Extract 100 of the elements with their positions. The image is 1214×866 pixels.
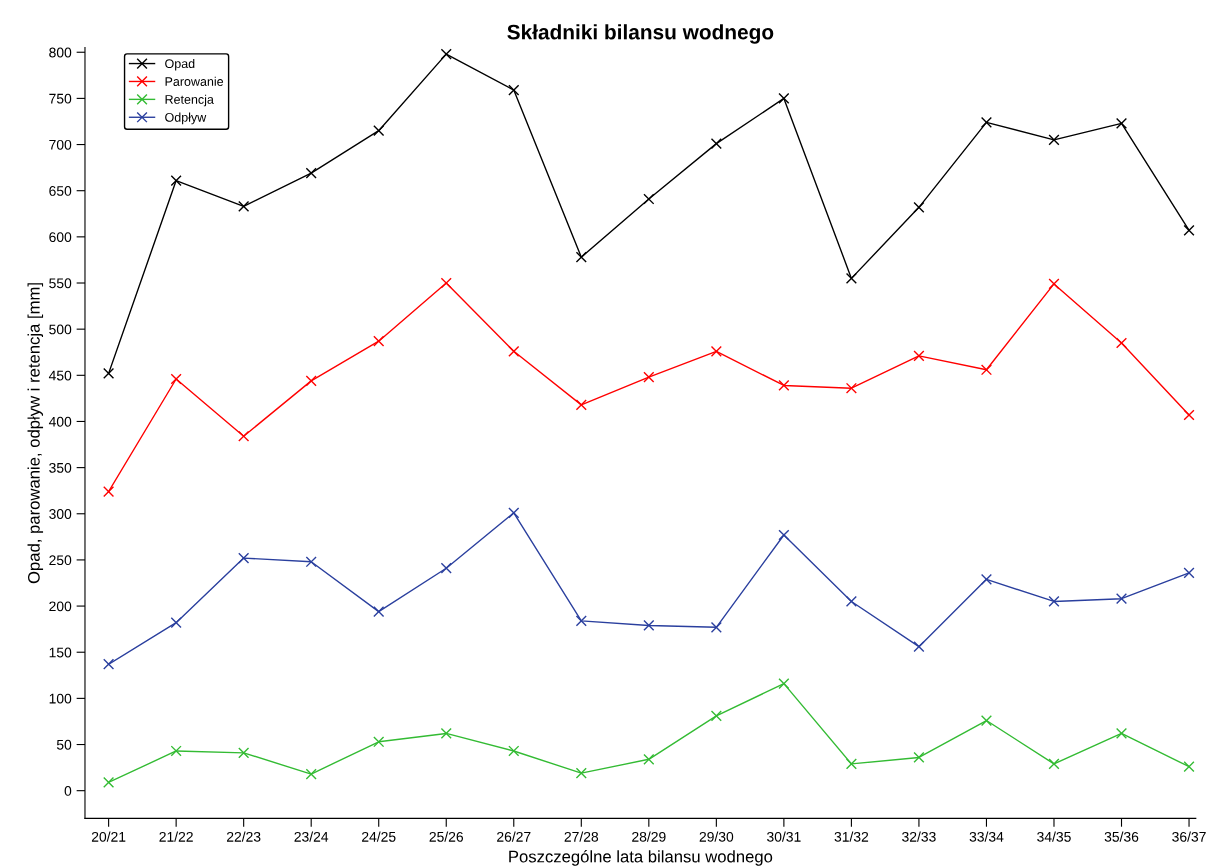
x-tick-label: 32/33 (902, 831, 936, 842)
point (1115, 337, 1128, 349)
x-axis-title: Poszczególne lata bilansu wodnego (509, 850, 773, 866)
point (913, 641, 925, 653)
point (373, 736, 385, 748)
point (103, 658, 115, 670)
x-tick-label: 36/37 (1172, 831, 1206, 842)
y-tick-label: 50 (56, 739, 72, 750)
x-tick-label: 26/27 (497, 831, 531, 842)
y-tick-label: 350 (49, 462, 72, 473)
x-tick-label: 25/26 (429, 831, 464, 842)
x-tick-label: 31/32 (834, 831, 869, 842)
point (1183, 761, 1195, 773)
point (643, 753, 655, 765)
point (575, 399, 587, 411)
point (913, 201, 925, 213)
y-axis-title: Opad, parowanie, odpływ i retencja [mm] (27, 283, 44, 584)
point (103, 776, 115, 788)
point (980, 364, 993, 376)
point (373, 606, 385, 618)
x-tick-label: 22/23 (226, 831, 261, 842)
point (1115, 727, 1128, 740)
y-tick-label: 250 (49, 555, 72, 566)
legend-label: Odpływ (165, 112, 207, 125)
point (440, 727, 452, 740)
point (103, 367, 115, 380)
point (845, 758, 857, 770)
y-tick-label: 200 (49, 601, 72, 612)
point (238, 430, 250, 442)
y-tick-label: 550 (49, 278, 72, 289)
point (305, 375, 317, 387)
point (508, 745, 520, 757)
x-tick-label: 20/21 (91, 831, 126, 842)
point (440, 277, 452, 289)
x-tick-label: 35/36 (1104, 831, 1139, 842)
y-tick-label: 750 (49, 93, 72, 104)
point (170, 174, 182, 187)
chart-title: Składniki bilansu wodnego (507, 24, 774, 44)
y-tick-label: 400 (48, 416, 72, 427)
y-tick-label: 150 (49, 647, 72, 658)
point (508, 345, 520, 357)
point (170, 745, 182, 757)
point (913, 751, 925, 764)
point (1183, 224, 1195, 236)
point (778, 529, 790, 541)
point (305, 768, 317, 780)
x-tick-label: 28/29 (632, 831, 666, 842)
y-tick-label: 0 (64, 786, 72, 796)
legend-label: Parowanie (165, 76, 224, 86)
y-tick-label: 450 (48, 370, 72, 381)
point (373, 125, 385, 137)
point (845, 595, 857, 608)
point (508, 507, 520, 519)
point (980, 573, 993, 585)
y-tick-label: 500 (49, 324, 72, 335)
point (508, 84, 520, 96)
point (845, 382, 857, 394)
point (305, 556, 317, 568)
point (1048, 758, 1060, 770)
point (980, 714, 993, 727)
y-tick-label: 300 (49, 509, 72, 519)
y-tick-label: 700 (49, 139, 72, 150)
point (575, 251, 587, 263)
point (1115, 117, 1128, 129)
point (238, 747, 250, 759)
point (305, 167, 317, 179)
x-tick-label: 24/25 (362, 831, 396, 842)
point (710, 138, 722, 150)
point (1183, 567, 1195, 579)
point (1115, 593, 1128, 605)
x-tick-label: 29/30 (699, 831, 734, 842)
point (238, 200, 250, 212)
point (710, 710, 722, 722)
point (1183, 409, 1195, 421)
point (1048, 134, 1060, 146)
legend-label: Retencja (165, 94, 214, 107)
point (980, 116, 993, 128)
x-tick-label: 21/22 (159, 831, 193, 842)
point (1048, 278, 1060, 290)
x-tick-label: 34/35 (1037, 831, 1071, 842)
point (170, 617, 182, 629)
point (575, 767, 587, 779)
y-tick-label: 650 (49, 186, 72, 196)
point (103, 486, 115, 498)
point (643, 193, 655, 205)
point (373, 335, 385, 347)
legend-label: Opad (165, 58, 195, 71)
point (710, 345, 722, 357)
point (778, 379, 790, 392)
point (913, 350, 925, 362)
point (238, 552, 250, 564)
y-tick-label: 600 (49, 232, 72, 243)
y-tick-label: 100 (49, 693, 72, 704)
point (1048, 595, 1060, 608)
x-tick-label: 23/24 (294, 831, 329, 842)
x-tick-label: 27/28 (564, 831, 599, 842)
point (778, 678, 790, 690)
point (440, 562, 452, 574)
point (710, 621, 722, 633)
point (170, 373, 182, 385)
